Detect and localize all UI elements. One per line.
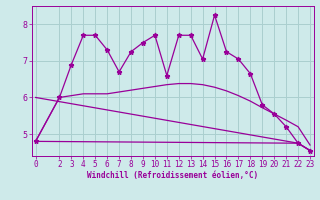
X-axis label: Windchill (Refroidissement éolien,°C): Windchill (Refroidissement éolien,°C) (87, 171, 258, 180)
